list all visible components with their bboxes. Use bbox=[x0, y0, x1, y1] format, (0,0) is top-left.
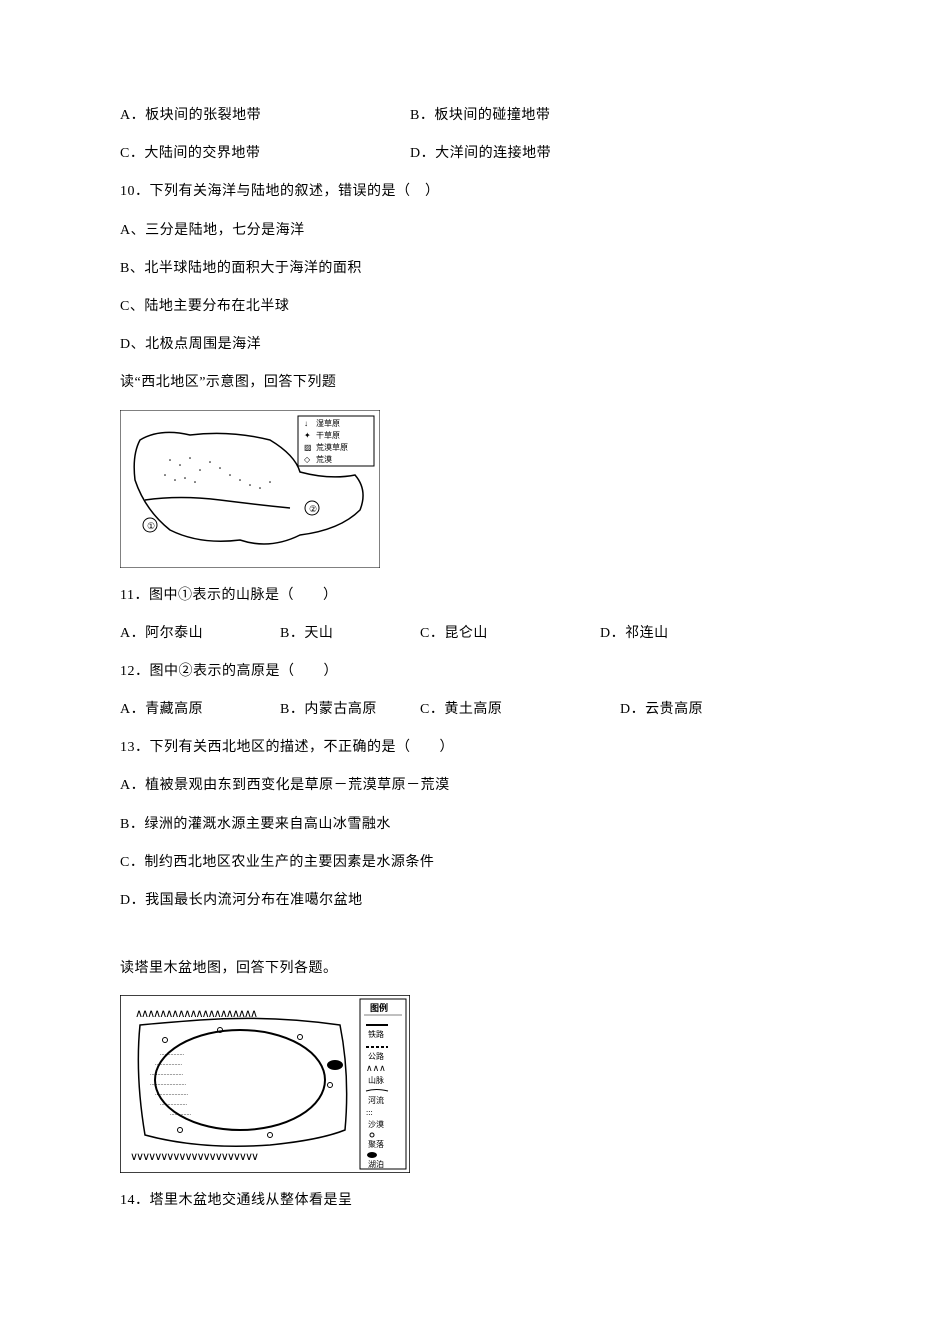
legend2-item1: 铁路 bbox=[368, 1029, 384, 1039]
tarim-basin-map-svg: 图例 铁路 公路 ∧∧∧ 山脉 河流 ::: 沙漠 聚落 湖泊 ∧∧∧∧∧∧∧∧… bbox=[120, 995, 410, 1173]
northwest-region-map-svg: ↓ 湿草原 ✦ 干草原 ▨ 荒漠草原 ◇ 荒漠 ① ② bbox=[120, 410, 380, 568]
legend-item1: 湿草原 bbox=[316, 418, 340, 428]
svg-text:∧∧∧: ∧∧∧ bbox=[366, 1063, 386, 1073]
q11-opt-b: B．天山 bbox=[280, 618, 420, 650]
q11-opt-a: A．阿尔泰山 bbox=[120, 618, 280, 650]
legend2-title: 图例 bbox=[370, 1002, 388, 1013]
q13-opt-d: D．我国最长内流河分布在准噶尔盆地 bbox=[120, 885, 830, 917]
legend2-item4: 河流 bbox=[368, 1095, 384, 1105]
q10-stem: 10．下列有关海洋与陆地的叙述，错误的是（ ） bbox=[120, 176, 830, 208]
q9-options-row2: C．大陆间的交界地带 D．大洋间的连接地带 bbox=[120, 138, 830, 170]
map2-intro: 读塔里木盆地图，回答下列各题。 bbox=[120, 953, 830, 985]
q11-options: A．阿尔泰山 B．天山 C．昆仑山 D．祁连山 bbox=[120, 618, 830, 650]
svg-text:................: ................ bbox=[160, 1051, 185, 1057]
legend2-item5: 沙漠 bbox=[368, 1119, 384, 1129]
svg-text:①: ① bbox=[147, 521, 155, 531]
svg-text::::: ::: bbox=[366, 1108, 373, 1117]
q11-opt-c: C．昆仑山 bbox=[420, 618, 600, 650]
q9-opt-b: B．板块间的碰撞地带 bbox=[410, 100, 830, 132]
q11-stem: 11．图中①表示的山脉是（ ） bbox=[120, 580, 830, 612]
legend2-item7: 湖泊 bbox=[368, 1159, 384, 1169]
legend2-item3: 山脉 bbox=[368, 1075, 384, 1085]
q9-opt-c: C．大陆间的交界地带 bbox=[120, 138, 410, 170]
q12-opt-d: D．云贵高原 bbox=[620, 694, 830, 726]
legend2-item6: 聚落 bbox=[368, 1139, 384, 1149]
q10-opt-b: B、北半球陆地的面积大于海洋的面积 bbox=[120, 253, 830, 285]
q13-opt-c: C．制约西北地区农业生产的主要因素是水源条件 bbox=[120, 847, 830, 879]
q12-stem: 12．图中②表示的高原是（ ） bbox=[120, 656, 830, 688]
q9-opt-a: A．板块间的张裂地带 bbox=[120, 100, 410, 132]
svg-text:✦: ✦ bbox=[304, 431, 311, 440]
q13-stem: 13．下列有关西北地区的描述，不正确的是（ ） bbox=[120, 732, 830, 764]
q14-stem: 14．塔里木盆地交通线从整体看是呈 bbox=[120, 1185, 830, 1217]
q10-opt-d: D、北极点周围是海洋 bbox=[120, 329, 830, 361]
svg-text:②: ② bbox=[309, 504, 317, 514]
q9-options-row1: A．板块间的张裂地带 B．板块间的碰撞地带 bbox=[120, 100, 830, 132]
q12-opt-c: C．黄土高原 bbox=[420, 694, 620, 726]
svg-text:◇: ◇ bbox=[304, 455, 311, 464]
q10-opt-c: C、陆地主要分布在北半球 bbox=[120, 291, 830, 323]
map1-intro: 读“西北地区”示意图，回答下列题 bbox=[120, 367, 830, 399]
q13-opt-b: B．绿洲的灌溉水源主要来自高山冰雪融水 bbox=[120, 809, 830, 841]
legend-item2: 干草原 bbox=[316, 430, 340, 440]
q10-opt-a: A、三分是陆地，七分是海洋 bbox=[120, 215, 830, 247]
map1-image: ↓ 湿草原 ✦ 干草原 ▨ 荒漠草原 ◇ 荒漠 ① ② bbox=[120, 410, 830, 568]
svg-text:↓: ↓ bbox=[304, 419, 308, 428]
q12-options: A．青藏高原 B．内蒙古高原 C．黄土高原 D．云贵高原 bbox=[120, 694, 830, 726]
q9-opt-d: D．大洋间的连接地带 bbox=[410, 138, 830, 170]
q13-opt-a: A．植被景观由东到西变化是草原－荒漠草原－荒漠 bbox=[120, 770, 830, 802]
legend2-item2: 公路 bbox=[368, 1051, 384, 1061]
svg-text:∨∨∨∨∨∨∨∨∨∨∨∨∨∨∨∨∨∨∨∨∨: ∨∨∨∨∨∨∨∨∨∨∨∨∨∨∨∨∨∨∨∨∨ bbox=[130, 1151, 258, 1163]
map2-image: 图例 铁路 公路 ∧∧∧ 山脉 河流 ::: 沙漠 聚落 湖泊 ∧∧∧∧∧∧∧∧… bbox=[120, 995, 830, 1173]
q12-opt-b: B．内蒙古高原 bbox=[280, 694, 420, 726]
legend-item4: 荒漠 bbox=[316, 454, 332, 464]
q12-opt-a: A．青藏高原 bbox=[120, 694, 280, 726]
q11-opt-d: D．祁连山 bbox=[600, 618, 830, 650]
legend-item3: 荒漠草原 bbox=[316, 442, 348, 452]
svg-text:▨: ▨ bbox=[304, 443, 312, 452]
